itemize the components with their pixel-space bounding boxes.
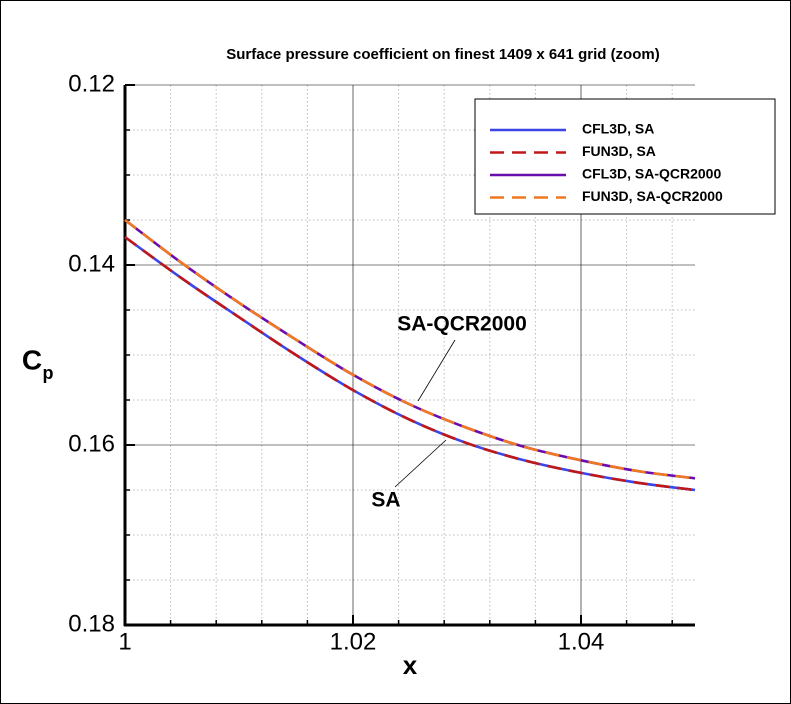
y-tick-label: 0.12 — [68, 70, 115, 97]
y-tick-label: 0.14 — [68, 250, 115, 277]
annotation: SA-QCR2000 — [397, 313, 527, 336]
series-line — [124, 218, 696, 480]
legend-label: FUN3D, SA-QCR2000 — [582, 188, 723, 204]
annotation-leader — [417, 339, 456, 402]
x-tick-label: 1 — [118, 628, 131, 655]
y-axis-label: C — [22, 344, 42, 375]
x-axis-label: x — [403, 650, 418, 680]
x-tick-label: 1.02 — [330, 628, 377, 655]
series-line — [124, 236, 696, 492]
y-axis-label-subscript: p — [43, 363, 54, 383]
legend-box — [474, 98, 776, 215]
annotation: SA — [371, 489, 400, 512]
annotation-leader — [394, 439, 447, 488]
y-tick-label: 0.18 — [68, 610, 115, 637]
legend-label: CFL3D, SA-QCR2000 — [582, 166, 721, 182]
chart-title: Surface pressure coefficient on finest 1… — [226, 46, 659, 63]
y-tick-label: 0.16 — [68, 430, 115, 457]
legend-label: FUN3D, SA — [582, 143, 656, 159]
x-tick-label: 1.04 — [558, 628, 605, 655]
legend-label: CFL3D, SA — [582, 121, 654, 137]
